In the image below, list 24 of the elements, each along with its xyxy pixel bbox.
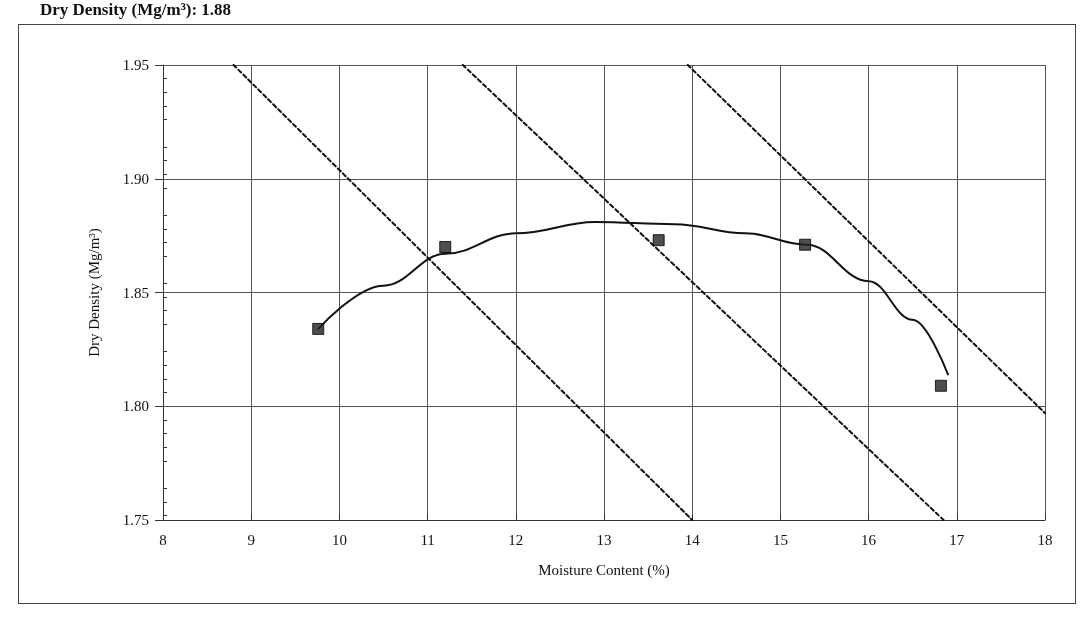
y-tick-label: 1.95 [122,57,149,73]
y-tick-label: 1.75 [122,512,149,528]
y-tick-label: 1.80 [122,398,149,415]
x-tick-label: 18 [1037,531,1053,548]
x-tick-label: 13 [596,531,612,548]
y-tick-label: 1.90 [122,170,149,187]
x-tick-label: 16 [861,531,877,548]
x-axis-title: Moisture Content (%) [538,561,670,579]
x-tick-label: 14 [684,531,701,548]
x-tick-label: 15 [772,531,788,548]
y-tick-label: 1.85 [122,284,149,301]
x-tick-label: 8 [159,531,167,548]
point [934,379,947,392]
x-tick-label: 9 [247,531,255,548]
x-tick-label: 10 [331,531,347,548]
x-tick-label: 11 [420,531,435,548]
x-tick-label: 17 [949,531,965,548]
point [312,322,325,335]
y-axis-title: Dry Density (Mg/m³) [85,228,103,357]
chart-title: Dry Density (Mg/m³): 1.88 [40,0,232,20]
x-tick-label: 12 [508,531,524,548]
point [799,238,812,251]
point [439,241,452,253]
point [652,234,665,247]
